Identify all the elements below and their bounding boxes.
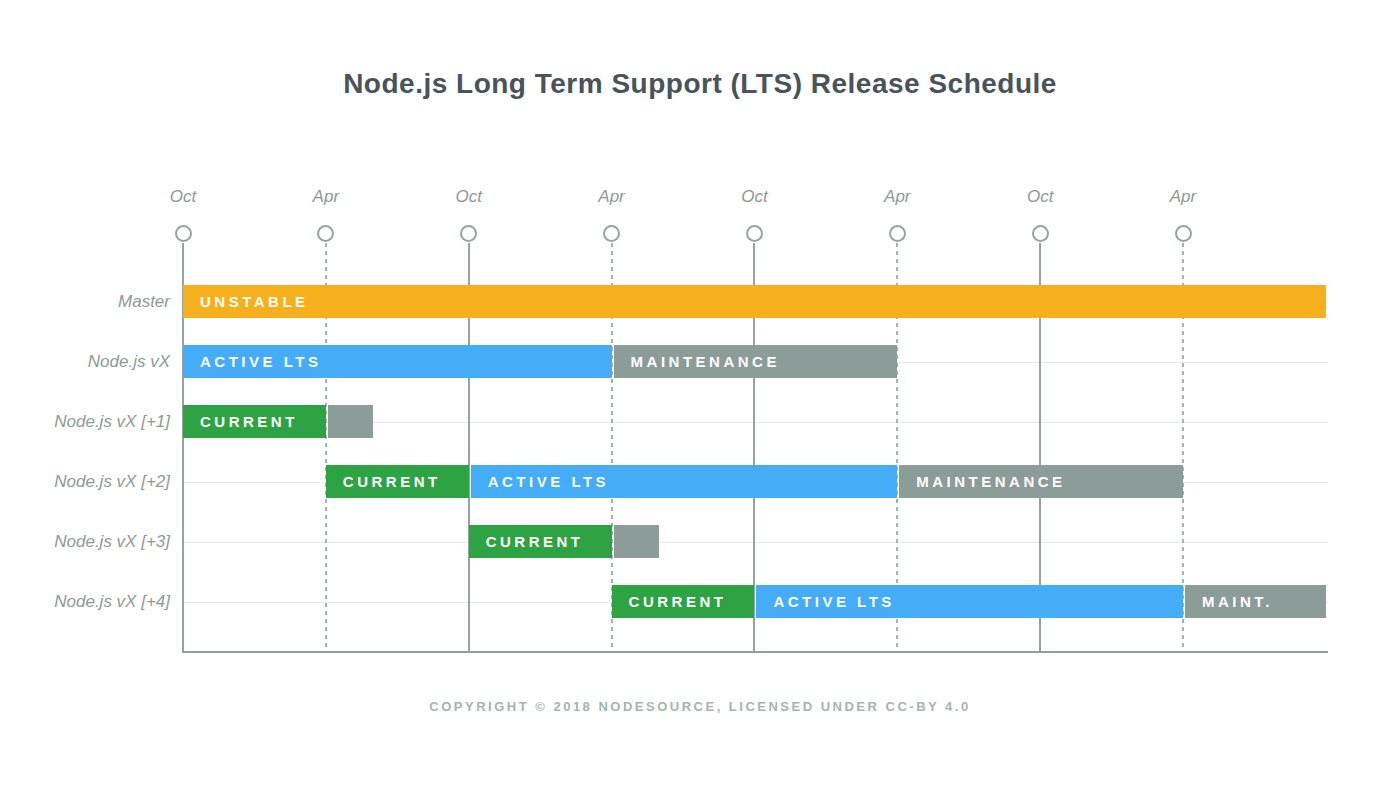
chart-title: Node.js Long Term Support (LTS) Release … [0,68,1400,100]
month-label: Oct [170,187,196,207]
row-label: Node.js vX [+4] [10,592,170,612]
bar-label: MAINTENANCE [899,473,1065,490]
month-label: Apr [1170,187,1196,207]
bar-label: MAINTENANCE [614,353,780,370]
bar-label: CURRENT [326,473,441,490]
row-label: Master [10,292,170,312]
row-label: Node.js vX [+2] [10,472,170,492]
gantt-bar-active: ACTIVE LTS [471,465,898,498]
x-axis-line [183,651,1328,653]
gantt-bar-maintenance: MAINT. [1185,585,1326,618]
timeline-circle [603,225,620,242]
month-label: Apr [598,187,624,207]
month-label: Oct [1027,187,1053,207]
timeline-circle [460,225,477,242]
timeline-circle [317,225,334,242]
bar-label: MAINT. [1185,593,1273,610]
row-gridline [183,542,1328,543]
timeline-circle [889,225,906,242]
gantt-bar-current: CURRENT [183,405,326,438]
lts-schedule-chart: Node.js Long Term Support (LTS) Release … [0,0,1400,800]
bar-label: ACTIVE LTS [471,473,609,490]
row-label: Node.js vX [10,352,170,372]
gantt-bar-maintenance: MAINTENANCE [614,345,898,378]
gantt-bar-maintenance: MAINTENANCE [899,465,1183,498]
month-label: Oct [455,187,481,207]
gantt-bar-active: ACTIVE LTS [183,345,612,378]
month-label: Apr [313,187,339,207]
gantt-bar-current: CURRENT [469,525,612,558]
month-label: Oct [741,187,767,207]
timeline-circle [1175,225,1192,242]
bar-label: CURRENT [612,593,727,610]
timeline-circle [746,225,763,242]
bar-label: CURRENT [183,413,298,430]
row-label: Node.js vX [+3] [10,532,170,552]
row-label: Node.js vX [+1] [10,412,170,432]
gantt-bar-active: ACTIVE LTS [756,585,1183,618]
timeline-circle [1032,225,1049,242]
gantt-bar-unstable: UNSTABLE [183,285,1326,318]
bar-label: UNSTABLE [183,293,309,310]
bar-label: CURRENT [469,533,584,550]
gantt-bar-current: CURRENT [612,585,755,618]
gantt-bar-current: CURRENT [326,465,469,498]
footer-copyright: COPYRIGHT © 2018 NODESOURCE, LICENSED UN… [0,699,1400,714]
bar-label: ACTIVE LTS [183,353,321,370]
bar-label: ACTIVE LTS [756,593,894,610]
gantt-bar-maintenance [614,525,660,558]
gantt-bar-maintenance [328,405,374,438]
month-label: Apr [884,187,910,207]
timeline-circle [175,225,192,242]
